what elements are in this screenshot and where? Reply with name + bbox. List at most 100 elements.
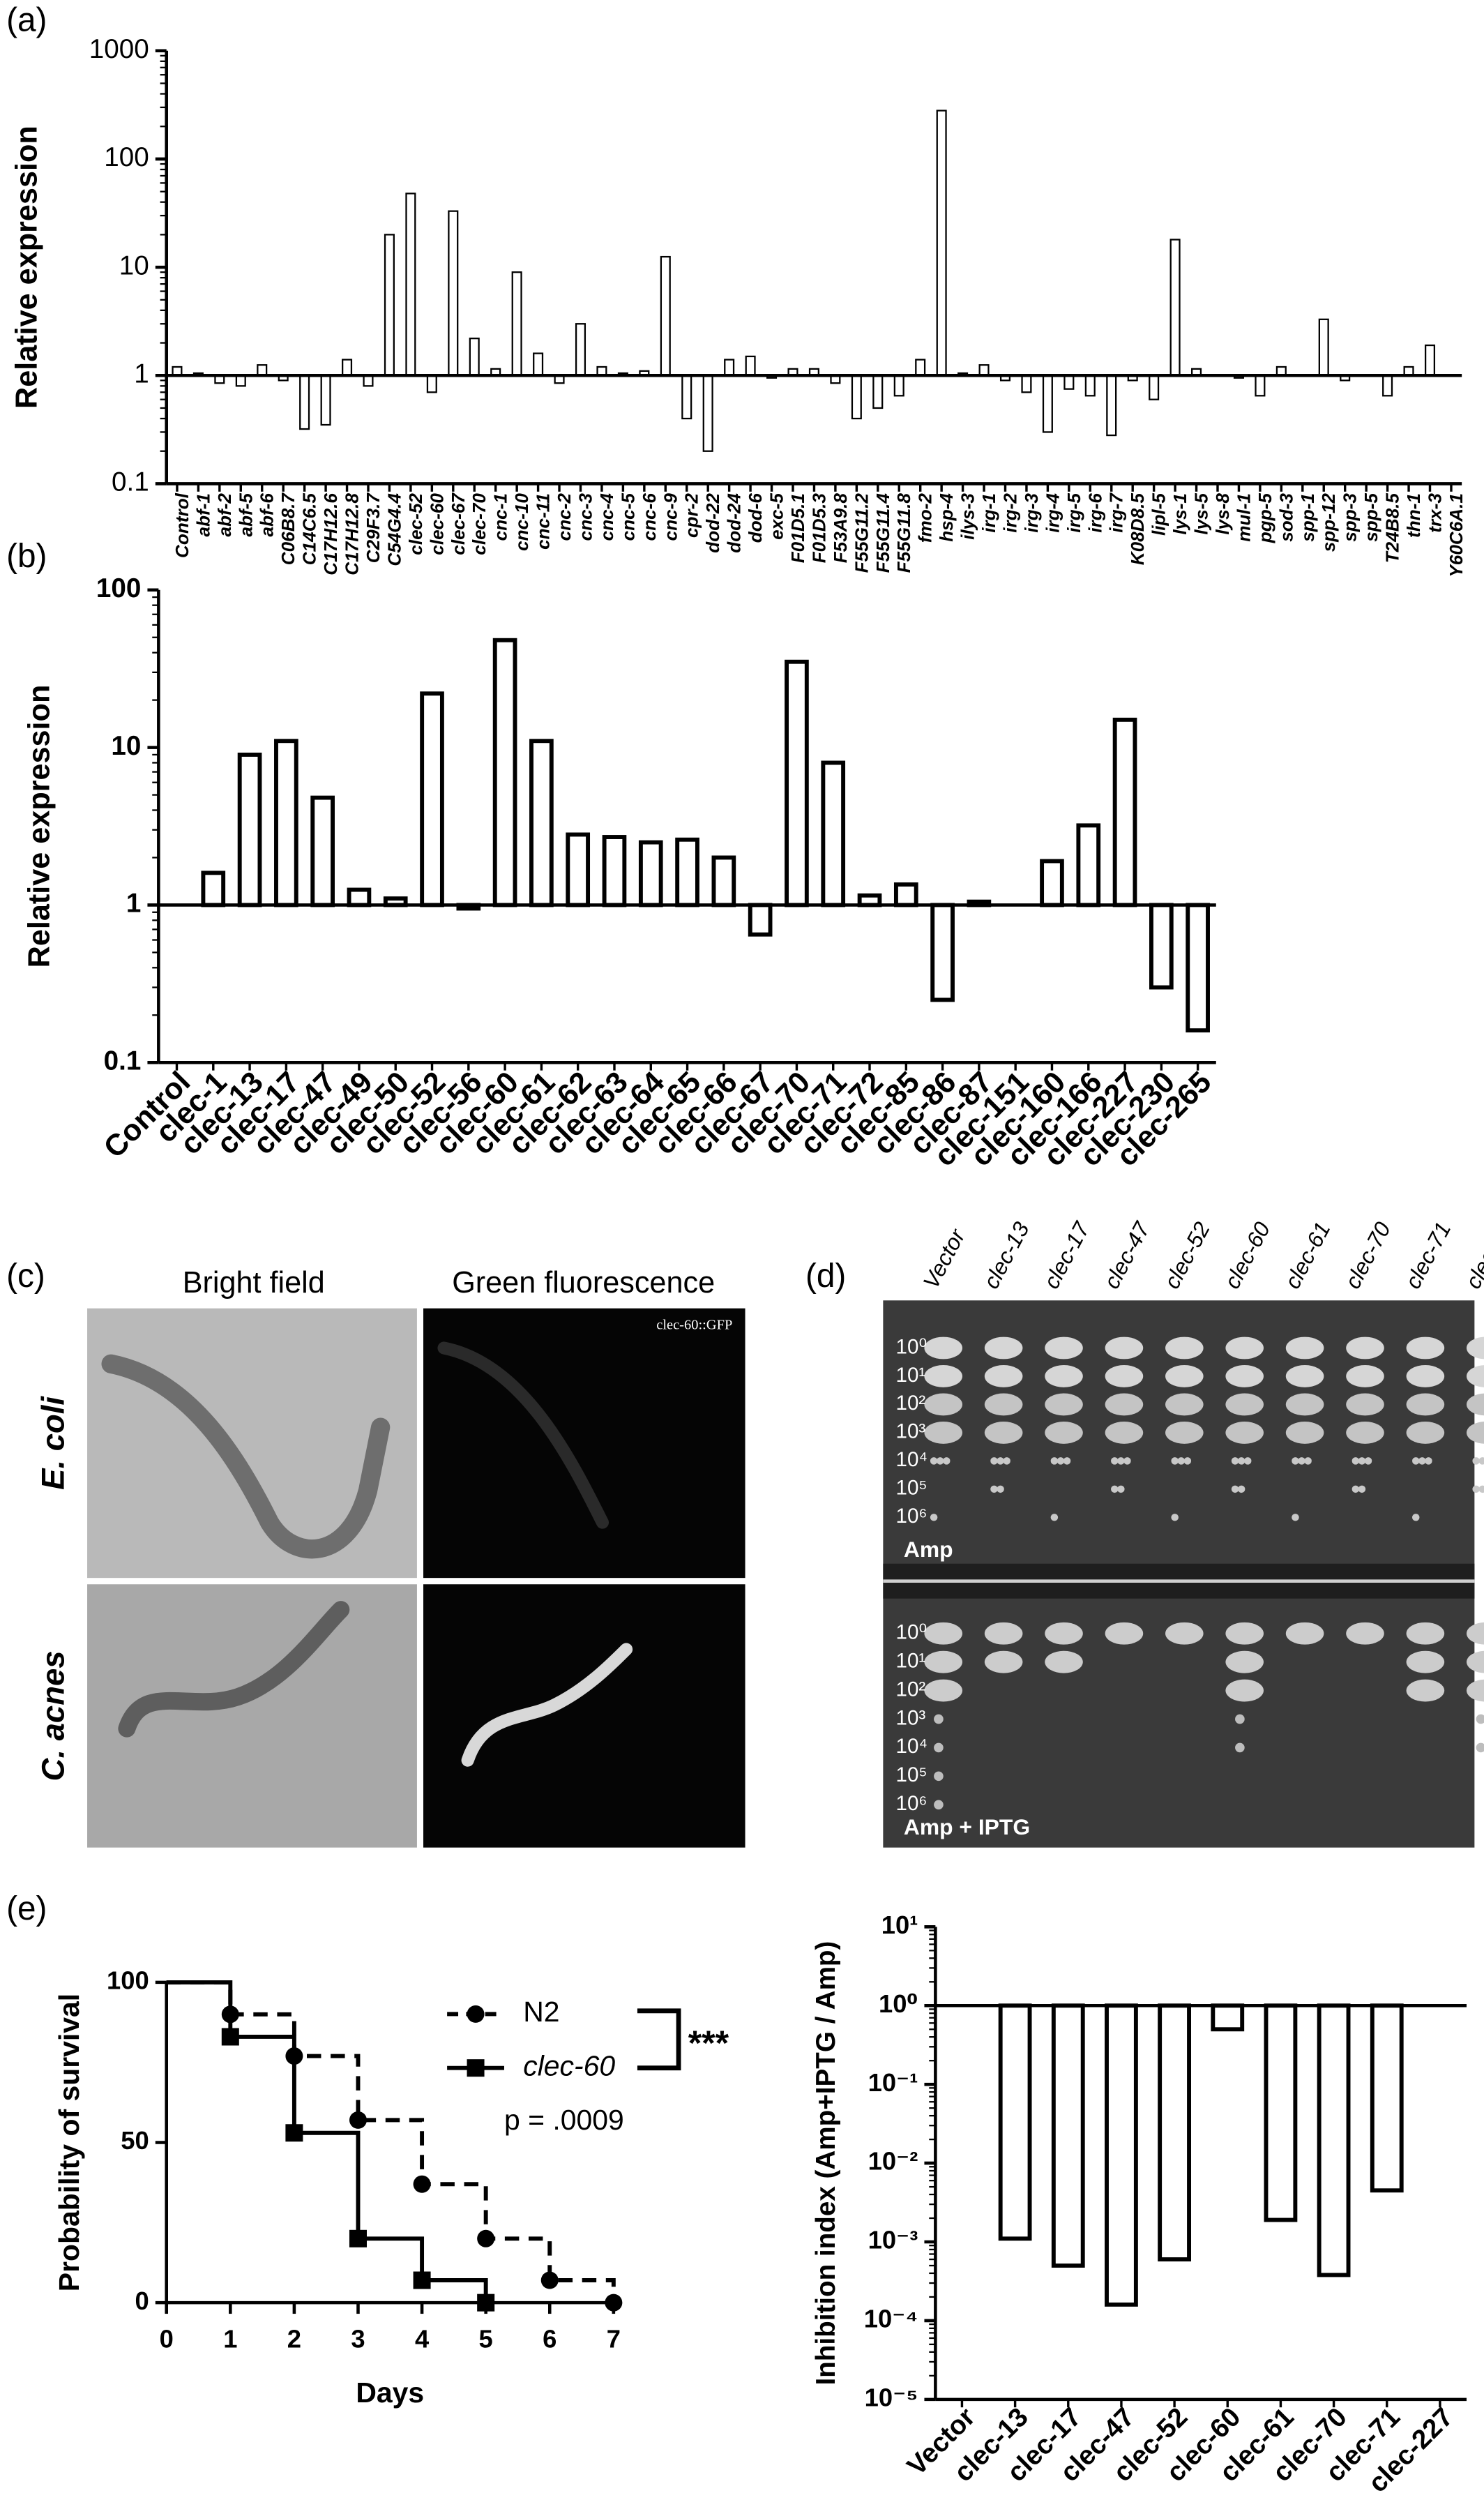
panel-label: (e) [6, 1890, 47, 1927]
colony-spot [1292, 1514, 1299, 1521]
y-axis-label: Relative expression [10, 126, 43, 409]
column-label: clec-227 [1460, 1206, 1484, 1293]
bar [1149, 375, 1160, 400]
dilution-label: 10³ [896, 1420, 926, 1443]
marker [413, 2175, 431, 2193]
x-tick-label: dod-22 [702, 493, 723, 553]
legend-label: N2 [523, 1996, 559, 2028]
y-axis-label: Relative expression [23, 685, 56, 968]
bar [575, 323, 586, 377]
y-tick-label: 1 [126, 889, 141, 919]
colony-spot [1476, 1742, 1484, 1753]
colony-spot [1346, 1421, 1384, 1444]
colony-spot [1352, 1485, 1360, 1493]
x-tick-label: C06B8.7 [278, 492, 298, 566]
colony-spot [1346, 1365, 1384, 1387]
colony-spot [1418, 1457, 1426, 1465]
bar [511, 271, 522, 377]
colony-spot [1111, 1457, 1119, 1465]
colony-spot [924, 1650, 963, 1673]
bar [638, 840, 663, 907]
colony-spot [1165, 1622, 1204, 1645]
x-axis-label: Days [356, 2377, 424, 2409]
x-tick-label: irg-3 [1021, 493, 1042, 533]
bar [426, 375, 437, 393]
colony-spot [1225, 1421, 1264, 1444]
worm-glow [437, 1341, 610, 1529]
colony-spot [930, 1457, 938, 1465]
y-tick-label: 10⁻² [868, 2147, 918, 2176]
colony-spot [1177, 1457, 1185, 1465]
colony-spot [934, 1714, 944, 1724]
x-tick-label: ilys-3 [957, 493, 978, 540]
marker [477, 2229, 495, 2247]
colony-spot [984, 1393, 1023, 1416]
x-tick-label: cnc-5 [617, 493, 638, 541]
x-tick-label: irg-5 [1063, 493, 1084, 533]
colony-spot [997, 1457, 1004, 1465]
colony-spot [1466, 1393, 1484, 1416]
marker [467, 2059, 485, 2077]
y-tick-label: 10⁰ [879, 1989, 918, 2018]
x-tick-label: F55G11.8 [893, 493, 914, 573]
colony-spot [1231, 1457, 1239, 1465]
y-axis-label: Inhibition index (Amp+IPTG / Amp) [811, 1941, 841, 2386]
bar [347, 887, 372, 907]
survival-line [166, 1980, 488, 2303]
worm [101, 1354, 391, 1559]
bar [872, 375, 884, 409]
colony-spot [1183, 1457, 1192, 1465]
dilution-label: 10³ [896, 1706, 926, 1729]
marker [221, 2028, 239, 2046]
x-tick-label: mul-1 [1233, 493, 1254, 542]
worm-glow [461, 1643, 633, 1767]
x-tick-label: clec-67 [448, 492, 469, 555]
x-tick-label: thn-1 [1403, 493, 1424, 538]
bar [1021, 375, 1032, 393]
x-tick-label: K08D8.5 [1127, 493, 1148, 566]
legend-label: clec-60 [523, 2049, 615, 2081]
x-tick-label: cnc-3 [575, 493, 596, 541]
colony-spot [1285, 1336, 1324, 1360]
bar [1112, 717, 1137, 907]
bar [1105, 2003, 1138, 2307]
colony-spot [924, 1421, 963, 1444]
dilution-label: 10² [896, 1392, 926, 1415]
colony-spot [1237, 1485, 1246, 1493]
colony-spots [924, 1336, 1484, 1810]
x-tick-label: abf-2 [214, 493, 235, 537]
y-tick-label: 0.1 [104, 1046, 142, 1076]
colony-spot [1235, 1742, 1245, 1753]
bar [675, 837, 699, 907]
x-tick-label: cnc-10 [511, 493, 532, 551]
x-tick-label: C17H12.6 [320, 493, 341, 575]
colony-spot [1235, 1714, 1245, 1724]
colony-spot [1425, 1457, 1432, 1465]
dilution-label: 10⁶ [896, 1792, 927, 1815]
colony-spot [1352, 1457, 1360, 1465]
x-tick-label: 0 [160, 2324, 174, 2353]
x-tick-label: dod-6 [745, 493, 766, 543]
y-tick-label: 10 [119, 250, 149, 280]
colony-spot [1466, 1336, 1484, 1360]
bar [1186, 903, 1210, 1033]
x-tick-label: irg-6 [1084, 493, 1105, 533]
x-tick-label: cnc-2 [554, 493, 575, 541]
y-tick-label: 10¹ [881, 1911, 918, 1939]
x-tick-label: irg-4 [1042, 493, 1063, 533]
colony-spot [984, 1622, 1023, 1645]
bar [702, 375, 713, 452]
bar [1382, 375, 1393, 397]
column-label: clec-71 [1400, 1218, 1456, 1293]
colony-spot [1225, 1622, 1264, 1645]
bar [711, 855, 736, 907]
bar [342, 359, 353, 377]
fluorescence-image [423, 1584, 745, 1848]
x-tick-label: Y60C6A.1 [1446, 493, 1467, 578]
column-label: clec-17 [1038, 1217, 1095, 1293]
column-label: clec-60 [1219, 1218, 1275, 1293]
x-tick-label: F01D5.1 [787, 493, 808, 563]
colony-spot [934, 1742, 944, 1753]
colony-spot [1045, 1421, 1083, 1444]
bar [602, 835, 627, 907]
